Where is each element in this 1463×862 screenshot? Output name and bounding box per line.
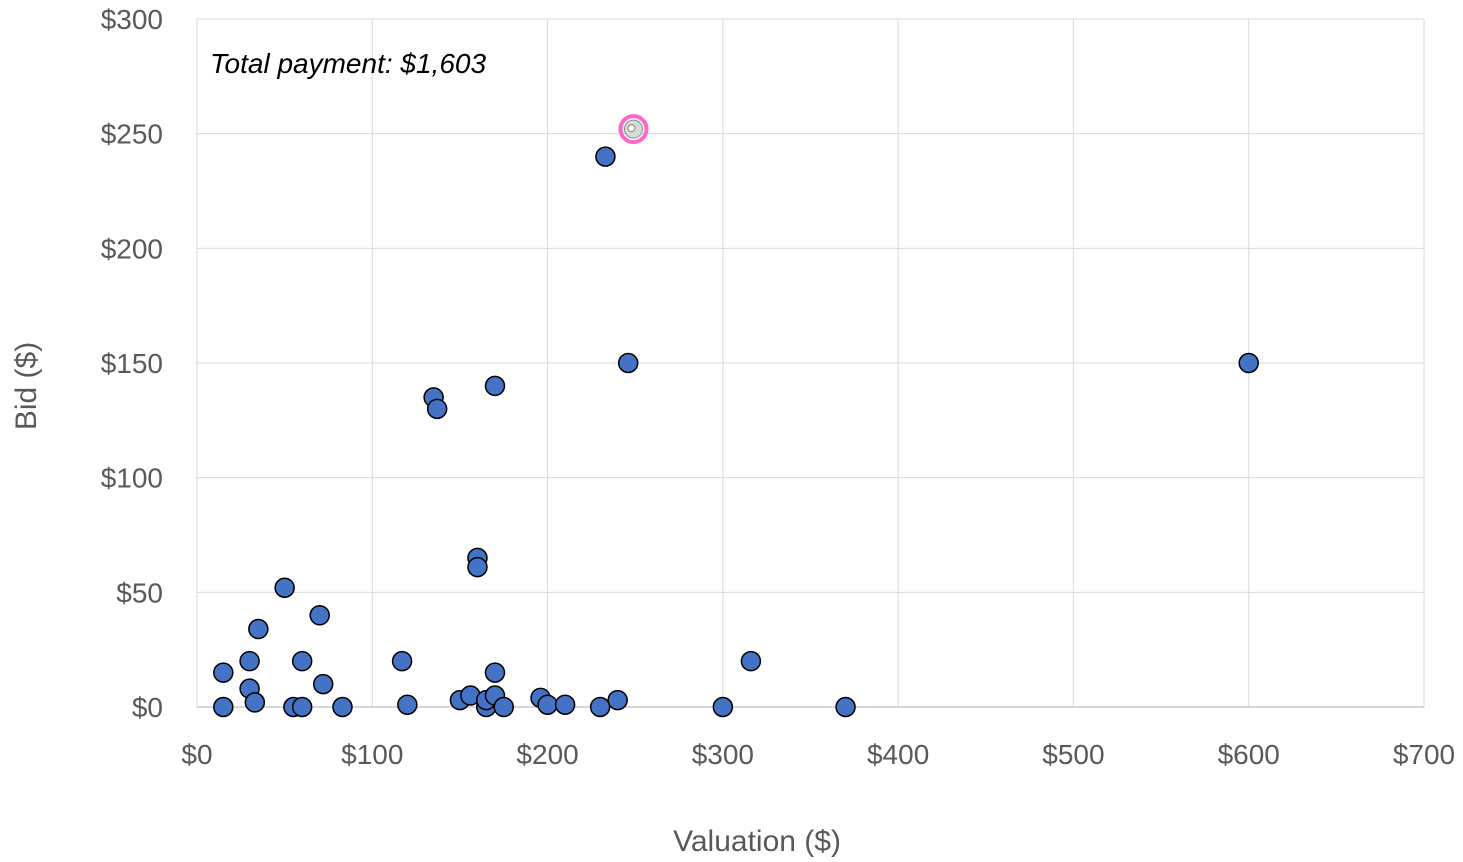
total-payment-annotation: Total payment: $1,603 <box>210 48 486 79</box>
y-tick-label: $300 <box>101 4 163 35</box>
data-points <box>213 146 1259 718</box>
x-tick-label: $500 <box>1042 739 1104 770</box>
highlight-ring <box>618 114 649 145</box>
x-axis-title: Valuation ($) <box>673 825 841 858</box>
scatter-point <box>617 352 639 374</box>
y-tick-label: $50 <box>116 577 163 608</box>
scatter-point <box>1238 352 1259 374</box>
scatter-point <box>391 650 413 672</box>
y-tick-label: $100 <box>101 463 163 494</box>
scatter-point <box>248 618 269 640</box>
scatter-point <box>274 577 295 598</box>
scatter-point <box>537 694 558 715</box>
x-tick-label: $0 <box>181 739 212 770</box>
scatter-point <box>484 375 506 397</box>
scatter-point <box>484 662 506 683</box>
scatter-point <box>467 556 488 578</box>
scatter-point <box>595 146 616 167</box>
x-tick-label: $200 <box>516 739 578 770</box>
y-tick-labels: $0 $50 $100 $150 $200 $250 $300 <box>101 4 163 723</box>
scatter-point <box>554 694 576 715</box>
scatter-point <box>309 605 330 626</box>
scatter-point <box>426 398 448 420</box>
x-tick-label: $600 <box>1218 739 1280 770</box>
scatter-point <box>213 696 234 718</box>
scatter-point <box>213 662 234 683</box>
y-tick-label: $250 <box>101 119 163 150</box>
scatter-point <box>607 689 628 711</box>
scatter-point <box>835 696 856 718</box>
scatter-point <box>397 694 418 715</box>
gridlines <box>196 18 1425 707</box>
x-tick-labels: $0 $100 $200 $300 $400 $500 $600 $700 <box>181 739 1455 770</box>
y-tick-label: $0 <box>132 692 163 723</box>
x-tick-label: $400 <box>867 739 929 770</box>
scatter-point <box>589 696 611 718</box>
x-tick-label: $100 <box>341 739 403 770</box>
scatter-point <box>244 692 266 713</box>
highlight-point-detail <box>627 124 636 133</box>
scatter-point <box>712 696 734 718</box>
scatter-point <box>332 696 353 718</box>
y-tick-label: $200 <box>101 233 163 264</box>
x-tick-label: $700 <box>1393 739 1455 770</box>
scatter-point <box>291 650 313 672</box>
y-axis-title: Bid ($) <box>10 342 43 430</box>
scatter-point <box>312 673 334 695</box>
x-tick-label: $300 <box>692 739 754 770</box>
highlight-point-group <box>618 114 649 145</box>
y-tick-label: $150 <box>101 348 163 379</box>
scatter-point <box>291 696 313 718</box>
scatter-point <box>740 650 762 672</box>
scatter-point <box>493 696 514 718</box>
scatter-point <box>239 650 260 672</box>
